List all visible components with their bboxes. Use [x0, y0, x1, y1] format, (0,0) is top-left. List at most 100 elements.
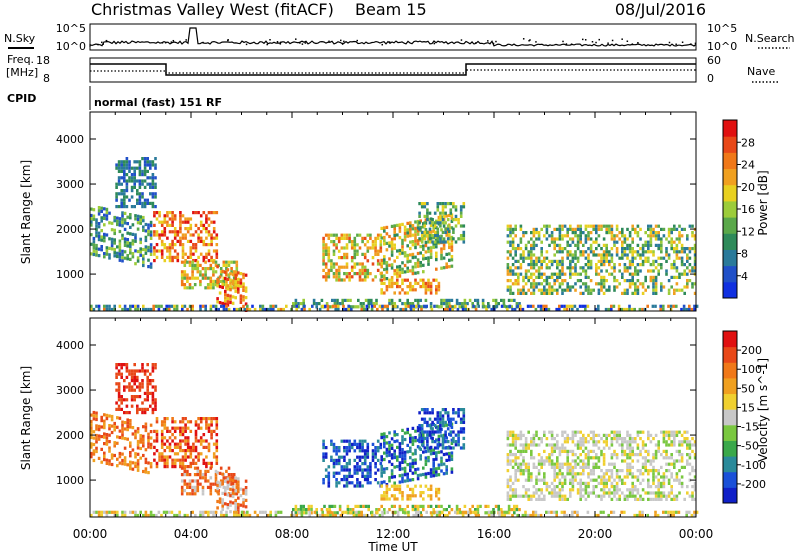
echo-cell [121, 421, 124, 424]
echo-cell [670, 485, 673, 488]
echo-cell [434, 212, 437, 215]
echo-cell [652, 228, 655, 231]
echo-cell [654, 305, 657, 308]
echo-cell [164, 246, 167, 249]
nsearch-tick-bottom: 10^0 [707, 40, 737, 53]
echo-cell [108, 221, 111, 224]
echo-cell [149, 392, 152, 395]
echo-cell [184, 423, 187, 426]
echo-cell [325, 272, 328, 275]
echo-cell [365, 505, 368, 508]
echo-cell [514, 495, 517, 498]
echo-cell [126, 163, 129, 166]
echo-cell [156, 243, 159, 246]
echo-cell [414, 220, 417, 223]
echo-cell [351, 443, 354, 446]
echo-cell [590, 456, 593, 459]
echo-cell [100, 448, 103, 451]
echo-cell [551, 431, 554, 434]
echo-cell [683, 498, 686, 501]
echo-cell [519, 305, 522, 308]
echo-cell [527, 472, 530, 475]
echo-cell [333, 272, 336, 275]
echo-cell [404, 451, 407, 454]
echo-cell [374, 275, 377, 278]
echo-cell [634, 289, 637, 292]
echo-cell [642, 244, 645, 247]
echo-cell [388, 454, 391, 457]
echo-cell [364, 468, 367, 471]
echo-cell [451, 245, 454, 248]
echo-cell [437, 418, 440, 421]
echo-cell [514, 434, 517, 437]
echo-cell [517, 456, 520, 459]
echo-cell [657, 482, 660, 485]
echo-cell [111, 247, 114, 250]
echo-cell [391, 463, 394, 466]
echo-cell [621, 273, 624, 276]
echo-cell [608, 491, 611, 494]
echo-cell [514, 234, 517, 237]
echo-cell [598, 292, 601, 295]
echo-cell [582, 469, 585, 472]
echo-cell [237, 278, 240, 281]
echo-cell [394, 305, 397, 308]
echo-cell [434, 424, 437, 427]
echo-cell [120, 163, 123, 166]
echo-cell [629, 273, 632, 276]
echo-cell [574, 282, 577, 285]
echo-cell [103, 423, 106, 426]
echo-cell [564, 431, 567, 434]
echo-cell [681, 482, 684, 485]
echo-cell [333, 275, 336, 278]
echo-cell [115, 167, 118, 170]
echo-cell [595, 453, 598, 456]
echo-cell [590, 279, 593, 282]
echo-cell [98, 212, 101, 215]
echo-cell [229, 279, 232, 282]
echo-cell [139, 183, 142, 186]
echo-cell [422, 491, 425, 494]
echo-cell [535, 231, 538, 234]
echo-cell [383, 278, 386, 281]
echo-cell [164, 233, 167, 236]
echo-cell [115, 363, 118, 366]
echo-cell [538, 257, 541, 260]
echo-cell [331, 505, 334, 508]
echo-cell [595, 479, 598, 482]
echo-cell [546, 237, 549, 240]
echo-cell [551, 263, 554, 266]
echo-cell [438, 435, 441, 438]
echo-cell [616, 228, 619, 231]
echo-cell [356, 462, 359, 465]
echo-cell [665, 456, 668, 459]
echo-cell [426, 446, 429, 449]
echo-cell [184, 237, 187, 240]
echo-cell [354, 256, 357, 259]
echo-cell [613, 450, 616, 453]
echo-cell [396, 282, 399, 285]
echo-cell [146, 202, 149, 205]
echo-cell [300, 505, 303, 508]
echo-cell [164, 443, 167, 446]
echo-cell [139, 186, 142, 189]
echo-cell [509, 498, 512, 501]
echo-cell [124, 447, 127, 450]
echo-cell [144, 179, 147, 182]
echo-cell [569, 450, 572, 453]
echo-cell [354, 440, 357, 443]
echo-cell [216, 462, 219, 465]
echo-cell [396, 485, 399, 488]
echo-cell [348, 446, 351, 449]
echo-cell [322, 446, 325, 449]
echo-cell [169, 243, 172, 246]
echo-cell [670, 456, 673, 459]
echo-cell [216, 427, 219, 430]
echo-cell [647, 453, 650, 456]
echo-cell [333, 449, 336, 452]
echo-cell [341, 266, 344, 269]
echo-cell [613, 285, 616, 288]
echo-cell [195, 436, 198, 439]
echo-cell [507, 431, 510, 434]
echo-cell [119, 220, 122, 223]
